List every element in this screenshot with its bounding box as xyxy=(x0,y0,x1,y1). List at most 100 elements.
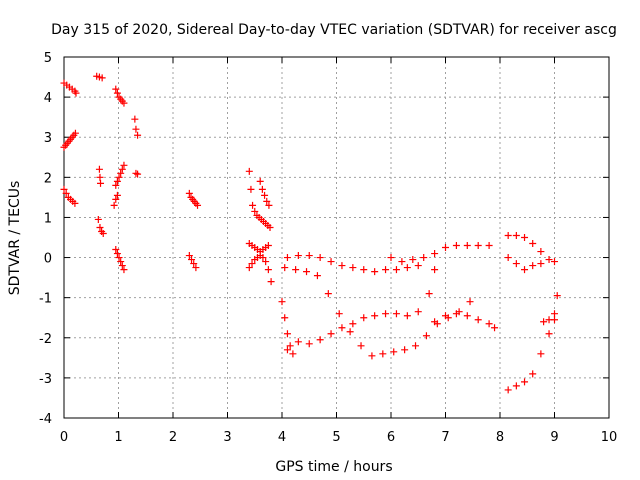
data-point xyxy=(551,310,558,318)
data-point xyxy=(117,258,125,266)
grid-lines xyxy=(64,57,609,418)
data-point xyxy=(97,179,105,187)
data-point xyxy=(387,254,395,262)
data-point xyxy=(512,231,520,239)
data-point xyxy=(403,264,411,272)
data-point xyxy=(401,346,409,354)
data-point xyxy=(452,242,460,250)
data-point xyxy=(245,167,253,175)
data-point xyxy=(120,99,128,107)
data-points xyxy=(60,72,561,394)
data-point xyxy=(316,336,324,344)
data-point xyxy=(60,185,68,193)
x-tick-label: 1 xyxy=(114,430,122,445)
data-point xyxy=(371,312,379,320)
y-tick-label: 1 xyxy=(44,211,52,226)
data-point xyxy=(412,342,420,350)
data-point xyxy=(431,266,439,274)
data-point xyxy=(294,252,302,260)
x-tick-label: 3 xyxy=(223,430,231,445)
data-point xyxy=(425,290,433,298)
data-point xyxy=(118,165,126,173)
data-point xyxy=(305,340,313,348)
data-point xyxy=(303,268,311,276)
data-point xyxy=(115,173,123,181)
data-point xyxy=(115,254,123,262)
x-tick-label: 4 xyxy=(278,430,286,445)
data-point xyxy=(442,244,449,252)
x-tick-label: 0 xyxy=(60,430,68,445)
data-point xyxy=(266,223,274,231)
data-point xyxy=(62,189,70,197)
y-tick-label: 4 xyxy=(44,91,52,106)
x-tick-label: 6 xyxy=(387,430,395,445)
data-point xyxy=(324,290,332,298)
data-point xyxy=(96,223,104,231)
data-point xyxy=(316,254,324,262)
data-point xyxy=(338,262,346,270)
data-point xyxy=(463,312,471,320)
data-point xyxy=(474,316,482,324)
data-point xyxy=(286,342,294,350)
data-point xyxy=(392,310,400,318)
x-axis-ticks: 0 1 2 3 4 5 6 7 8 9 10 xyxy=(60,57,617,445)
data-point xyxy=(120,161,128,169)
data-point xyxy=(264,242,272,250)
data-point xyxy=(521,378,529,386)
data-point xyxy=(349,264,357,272)
x-tick-label: 7 xyxy=(441,430,449,445)
data-point xyxy=(71,129,79,137)
data-point xyxy=(422,332,430,340)
x-tick-label: 2 xyxy=(169,430,177,445)
data-point xyxy=(113,89,121,97)
data-point xyxy=(431,318,439,326)
data-point xyxy=(398,258,406,266)
data-point xyxy=(474,242,482,250)
data-point xyxy=(262,258,270,266)
data-point xyxy=(442,312,449,320)
data-point xyxy=(313,272,321,280)
data-point xyxy=(553,292,561,300)
data-point xyxy=(338,324,346,332)
data-point xyxy=(551,258,558,266)
data-point xyxy=(132,169,140,177)
data-point xyxy=(245,264,253,272)
data-point xyxy=(379,350,387,358)
data-point xyxy=(537,248,545,256)
data-point xyxy=(390,348,398,356)
data-point xyxy=(504,231,512,239)
data-point xyxy=(485,242,493,250)
data-point xyxy=(194,201,202,209)
data-point xyxy=(491,324,499,332)
y-tick-label: 2 xyxy=(44,171,52,186)
data-point xyxy=(132,125,140,133)
data-point xyxy=(409,256,417,264)
data-point xyxy=(382,266,390,274)
y-tick-label: 0 xyxy=(44,252,52,267)
data-point xyxy=(327,330,335,338)
data-point xyxy=(120,266,128,274)
data-point xyxy=(512,260,520,268)
data-point xyxy=(529,370,537,378)
data-point xyxy=(71,199,79,207)
data-point xyxy=(504,386,512,394)
data-point xyxy=(134,170,142,178)
data-point xyxy=(281,264,289,272)
data-point xyxy=(110,201,118,209)
data-point xyxy=(545,330,553,338)
data-point xyxy=(382,310,390,318)
data-point xyxy=(96,173,104,181)
data-point xyxy=(283,254,291,262)
x-tick-label: 9 xyxy=(550,430,558,445)
data-point xyxy=(256,177,264,185)
data-point xyxy=(466,298,474,306)
data-point xyxy=(112,85,120,93)
data-point xyxy=(185,252,193,260)
x-tick-label: 8 xyxy=(496,430,504,445)
data-point xyxy=(512,382,520,390)
data-point xyxy=(357,342,365,350)
data-point xyxy=(99,229,107,237)
data-point xyxy=(112,195,120,203)
data-point xyxy=(192,264,200,272)
